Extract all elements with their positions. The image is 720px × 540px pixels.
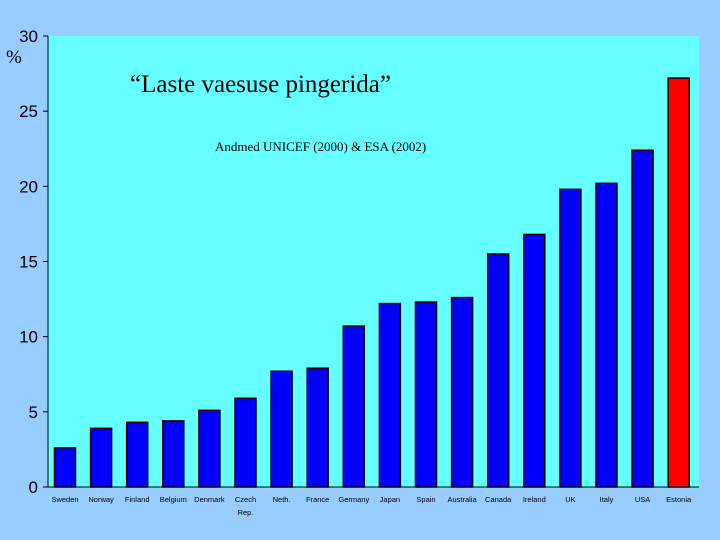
bar-belgium (162, 420, 185, 488)
y-tick-label: 15 (19, 253, 38, 272)
bar-ireland (523, 233, 546, 488)
bar-canada (486, 253, 510, 488)
bar-denmark (198, 409, 221, 488)
bar-uk (559, 188, 582, 488)
chart-title: “Laste vaesuse pingerida” (130, 71, 391, 98)
x-tick-label: Norway (88, 495, 114, 504)
plot-area (48, 36, 699, 487)
bar-spain (414, 301, 438, 488)
x-tick-label: Finland (125, 495, 150, 504)
y-tick-label: 30 (19, 27, 38, 46)
x-tick-label: Spain (416, 495, 435, 504)
x-tick-label: Canada (485, 495, 512, 504)
x-label-group: Sweden Norway Finland Belgium Denmark Czech Re… (51, 495, 692, 517)
bar-finland (125, 421, 149, 488)
x-tick-label: Neth. (273, 495, 291, 504)
bar-japan (378, 302, 402, 488)
x-tick-label: Denmark (194, 495, 225, 504)
x-tick-label: Germany (338, 495, 369, 504)
bar-neth (270, 370, 293, 488)
bar-norway (89, 427, 113, 488)
y-tick-label: 0 (29, 478, 38, 497)
x-tick-label: Japan (380, 495, 400, 504)
x-tick-label: Italy (600, 495, 614, 504)
y-tick-label: 20 (19, 177, 38, 196)
x-tick-label: Ireland (523, 495, 546, 504)
y-tick-label: 10 (19, 328, 38, 347)
bar-czech-rep (234, 397, 257, 488)
bar-sweden (53, 447, 77, 488)
chart-subtitle: Andmed UNICEF (2000) & ESA (2002) (215, 139, 426, 154)
bar-germany (342, 325, 366, 488)
bar-italy (595, 182, 618, 488)
bar-estonia (667, 77, 690, 488)
x-tick-label: Czech Rep. (235, 495, 256, 517)
x-tick-label: UK (565, 495, 575, 504)
x-tick-label: USA (635, 495, 650, 504)
x-tick-label: Estonia (666, 495, 692, 504)
y-tick-label: 25 (19, 102, 38, 121)
x-tick-label: Sweden (51, 495, 78, 504)
bar-australia (450, 296, 474, 488)
x-tick-label: France (306, 495, 329, 504)
x-tick-label: Australia (448, 495, 478, 504)
bar-usa (631, 149, 654, 488)
x-tick-label: Belgium (160, 495, 187, 504)
y-axis-unit-label: % (6, 47, 22, 68)
y-tick-group: 0 5 10 15 20 25 30 (19, 27, 48, 497)
y-tick-label: 5 (29, 403, 38, 422)
bar-france (306, 367, 329, 488)
